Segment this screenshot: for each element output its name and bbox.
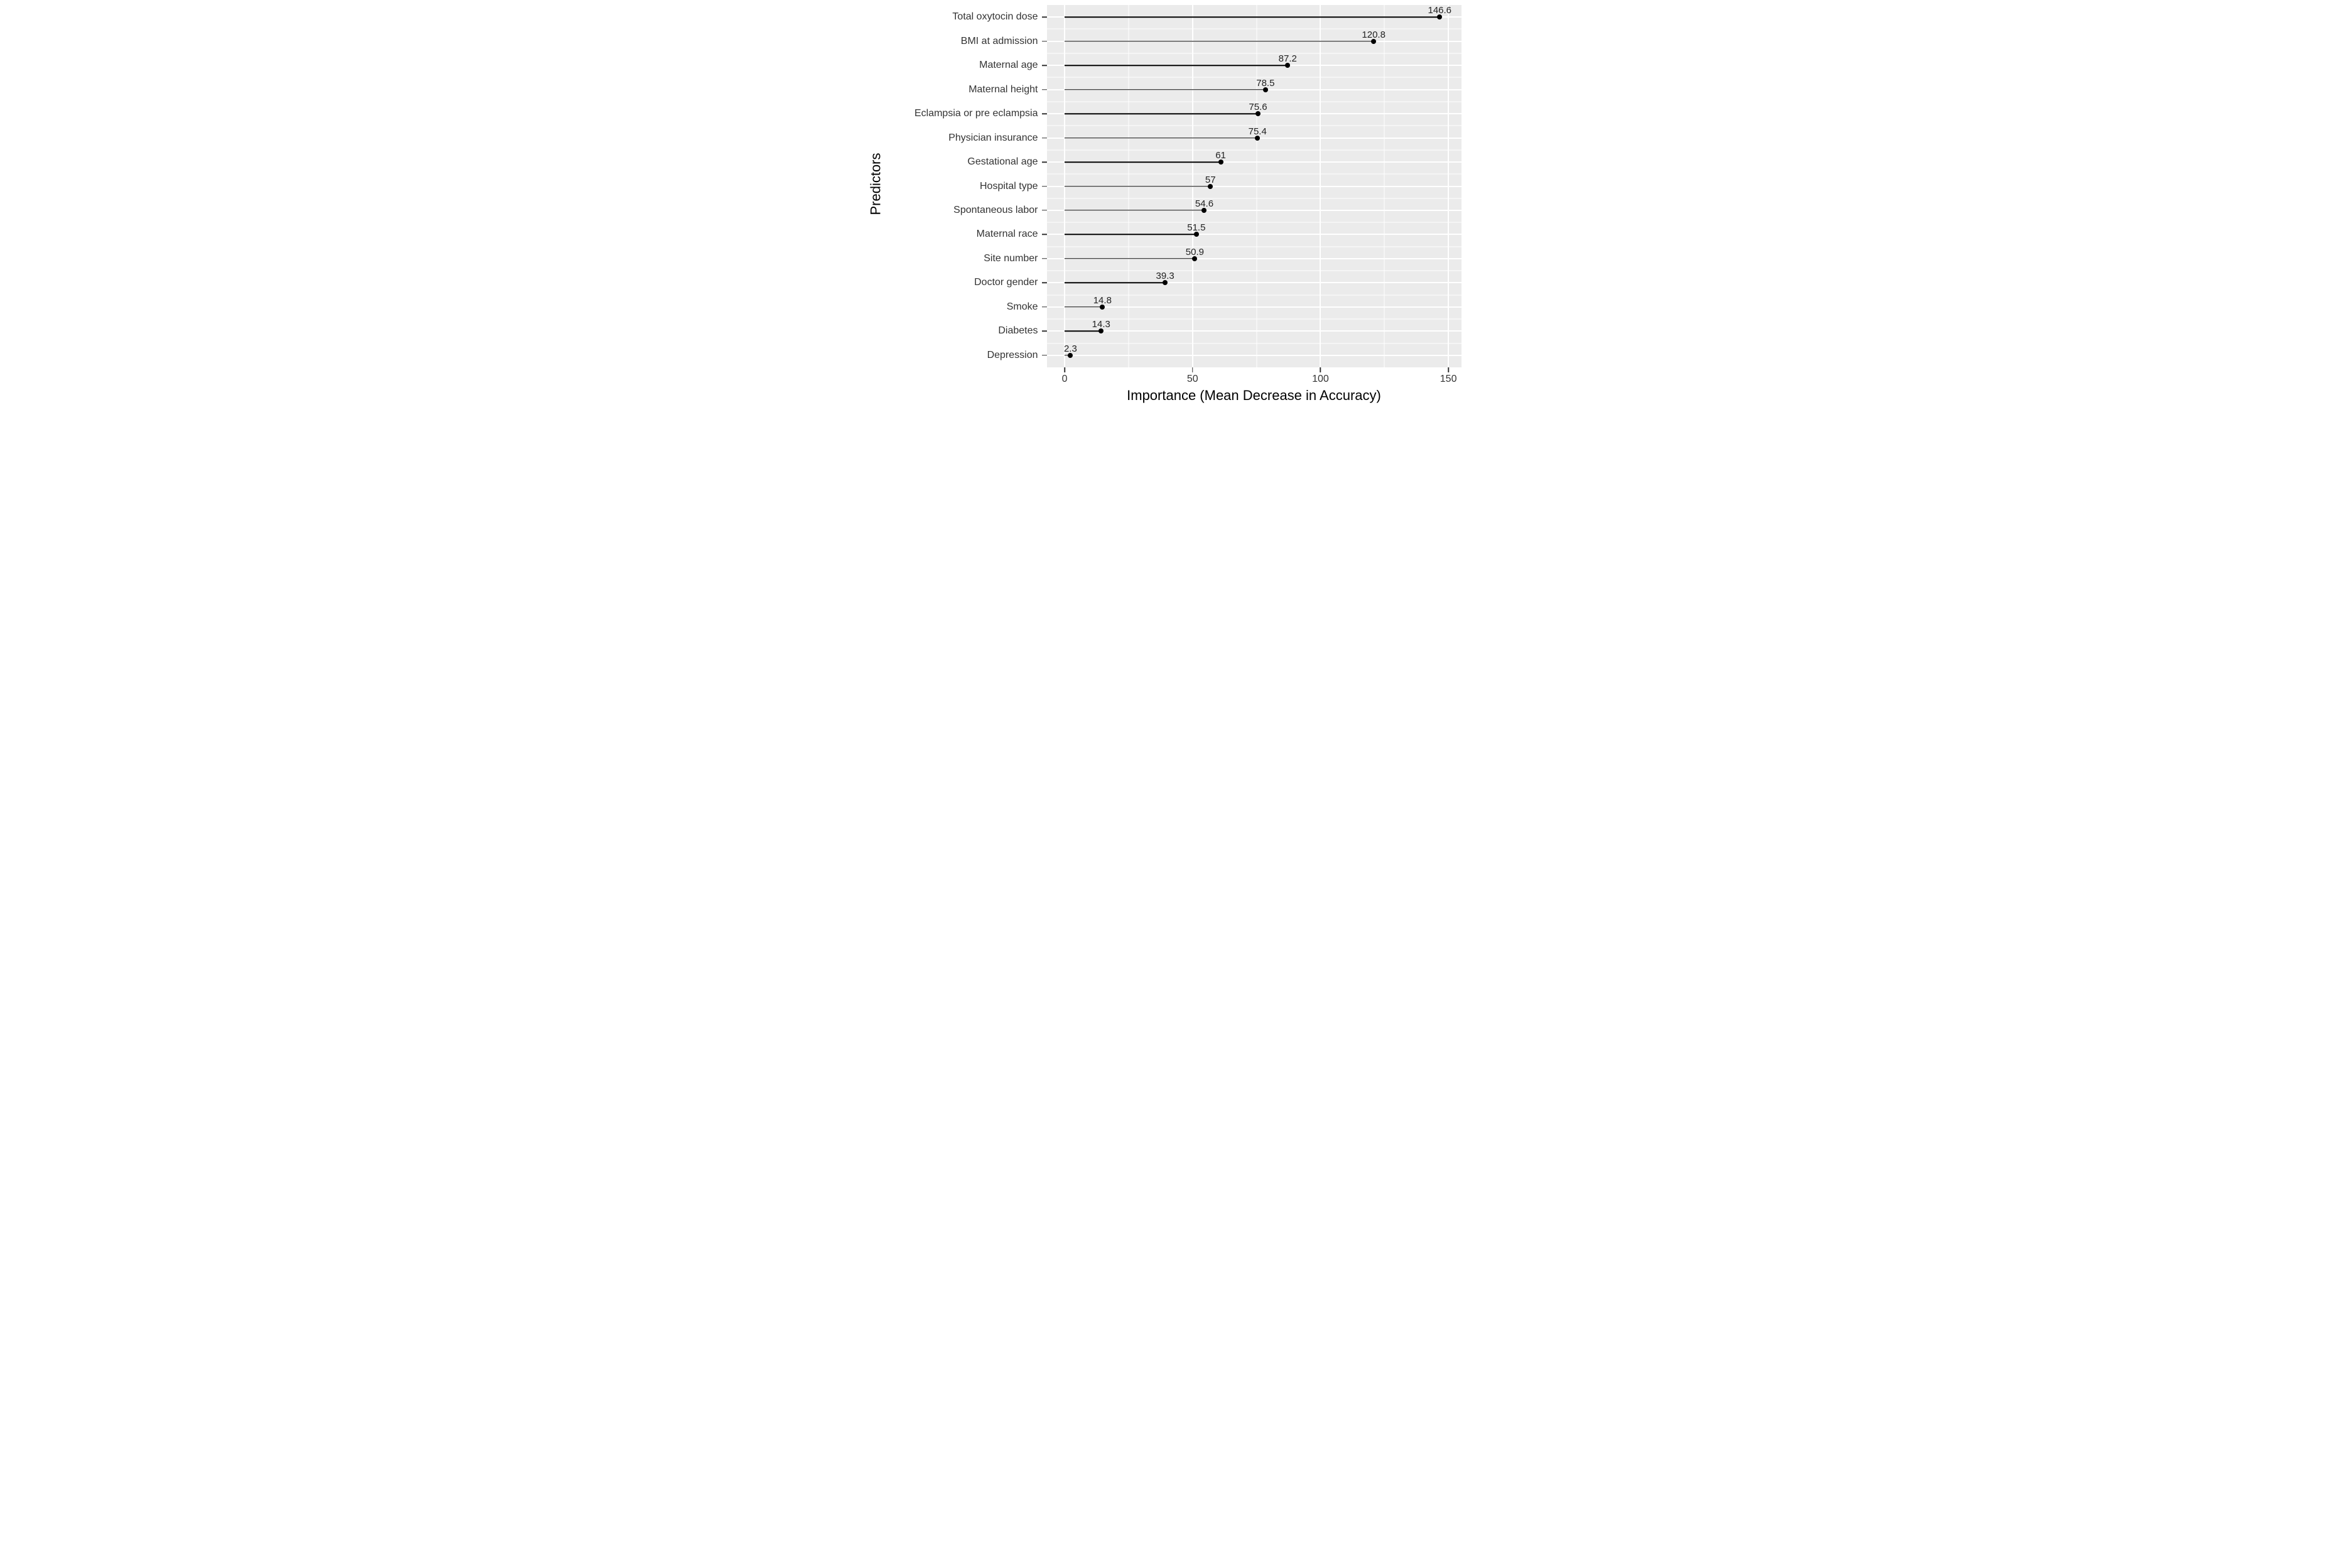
- y-tick-label: Total oxytocin dose: [952, 11, 1038, 23]
- lollipop-stem: [1065, 186, 1210, 187]
- y-tick-labels: Total oxytocin dose BMI at admission Mater…: [887, 5, 1047, 367]
- value-label: 51.5: [1187, 222, 1205, 234]
- value-label: 78.5: [1256, 78, 1274, 90]
- x-tick-label: 0: [1062, 374, 1068, 385]
- gridline-h-minor: [1047, 246, 1462, 247]
- y-tick-mark: [1042, 16, 1047, 18]
- y-tick-label: Gestational age: [967, 156, 1038, 168]
- y-tick-label: Diabetes: [998, 325, 1038, 337]
- y-tick-mark: [1042, 89, 1047, 90]
- y-tick-label: Site number: [984, 253, 1038, 264]
- y-tick-label: Physician insurance: [948, 132, 1038, 144]
- y-tick-label: Maternal race: [977, 229, 1038, 240]
- y-tick-mark: [1042, 355, 1047, 356]
- y-tick-mark: [1042, 138, 1047, 139]
- y-tick-label: Smoke: [1007, 301, 1038, 313]
- value-label: 14.3: [1092, 319, 1110, 331]
- y-tick-mark: [1042, 161, 1047, 163]
- y-tick-label: Doctor gender: [974, 277, 1038, 288]
- y-tick-label: Maternal height: [968, 84, 1038, 95]
- y-tick-mark: [1042, 258, 1047, 259]
- gridline-h-minor: [1047, 222, 1462, 223]
- y-tick-label: Depression: [987, 350, 1038, 361]
- y-tick-mark: [1042, 283, 1047, 284]
- y-tick-mark: [1042, 113, 1047, 114]
- gridline-h-minor: [1047, 77, 1462, 78]
- y-tick-mark: [1042, 186, 1047, 187]
- y-tick-mark: [1042, 234, 1047, 235]
- value-label: 87.2: [1279, 53, 1297, 65]
- lollipop-stem: [1065, 16, 1440, 18]
- lollipop-stem: [1065, 138, 1257, 139]
- y-tick-label: Hospital type: [980, 181, 1038, 192]
- y-tick-mark: [1042, 41, 1047, 42]
- value-label: 75.6: [1249, 102, 1267, 114]
- x-tick-mark: [1192, 367, 1193, 372]
- plot-panel: 146.6 120.8 87.2 78.5 75.6 75.4 61 57 54.6 51.5 50…: [1047, 5, 1462, 367]
- gridline-h-major: [1047, 355, 1462, 356]
- value-label: 75.4: [1249, 126, 1267, 138]
- value-label: 50.9: [1186, 247, 1204, 259]
- y-axis-title: Predictors: [865, 0, 887, 367]
- y-axis-title-text: Predictors: [868, 153, 884, 215]
- y-tick-label: Eclampsia or pre eclampsia: [914, 108, 1038, 119]
- x-tick-mark: [1448, 367, 1449, 372]
- x-tick-label: 50: [1187, 374, 1198, 385]
- lollipop-stem: [1065, 41, 1374, 42]
- lollipop-stem: [1065, 65, 1288, 66]
- value-label: 146.6: [1428, 5, 1451, 17]
- x-tick-mark: [1320, 367, 1321, 372]
- gridline-h-minor: [1047, 174, 1462, 175]
- lollipop-stem: [1065, 234, 1196, 235]
- value-label: 2.3: [1064, 343, 1077, 355]
- y-tick-label: Spontaneous labor: [953, 205, 1038, 216]
- gridline-v-minor: [1384, 5, 1385, 367]
- value-label: 54.6: [1195, 198, 1213, 210]
- value-label: 39.3: [1156, 271, 1174, 283]
- lollipop-stem: [1065, 113, 1258, 114]
- lollipop-stem: [1065, 258, 1195, 259]
- gridline-v-major: [1320, 5, 1321, 367]
- y-tick-label: BMI at admission: [961, 36, 1038, 47]
- x-tick-labels: 0 50 100 150: [1047, 367, 1462, 386]
- variable-importance-chart: Predictors Total oxytocin dose BMI at adm…: [865, 0, 1468, 405]
- y-tick-mark: [1042, 65, 1047, 66]
- y-tick-label: Maternal age: [979, 60, 1038, 71]
- x-axis-title: Importance (Mean Decrease in Accuracy): [1047, 387, 1462, 404]
- value-label: 14.8: [1093, 295, 1112, 307]
- gridline-h-minor: [1047, 149, 1462, 150]
- y-tick-mark: [1042, 306, 1047, 308]
- value-label: 61: [1215, 150, 1226, 162]
- lollipop-stem: [1065, 210, 1204, 211]
- x-tick-mark: [1064, 367, 1065, 372]
- gridline-h-minor: [1047, 29, 1462, 30]
- y-tick-mark: [1042, 210, 1047, 211]
- lollipop-stem: [1065, 161, 1221, 163]
- x-tick-label: 100: [1312, 374, 1329, 385]
- value-label: 57: [1205, 175, 1216, 187]
- lollipop-stem: [1065, 283, 1165, 284]
- x-tick-label: 150: [1440, 374, 1457, 385]
- y-tick-mark: [1042, 331, 1047, 332]
- value-label: 120.8: [1362, 30, 1386, 41]
- gridline-v-major: [1448, 5, 1449, 367]
- gridline-v-minor: [1256, 5, 1257, 367]
- lollipop-stem: [1065, 89, 1266, 90]
